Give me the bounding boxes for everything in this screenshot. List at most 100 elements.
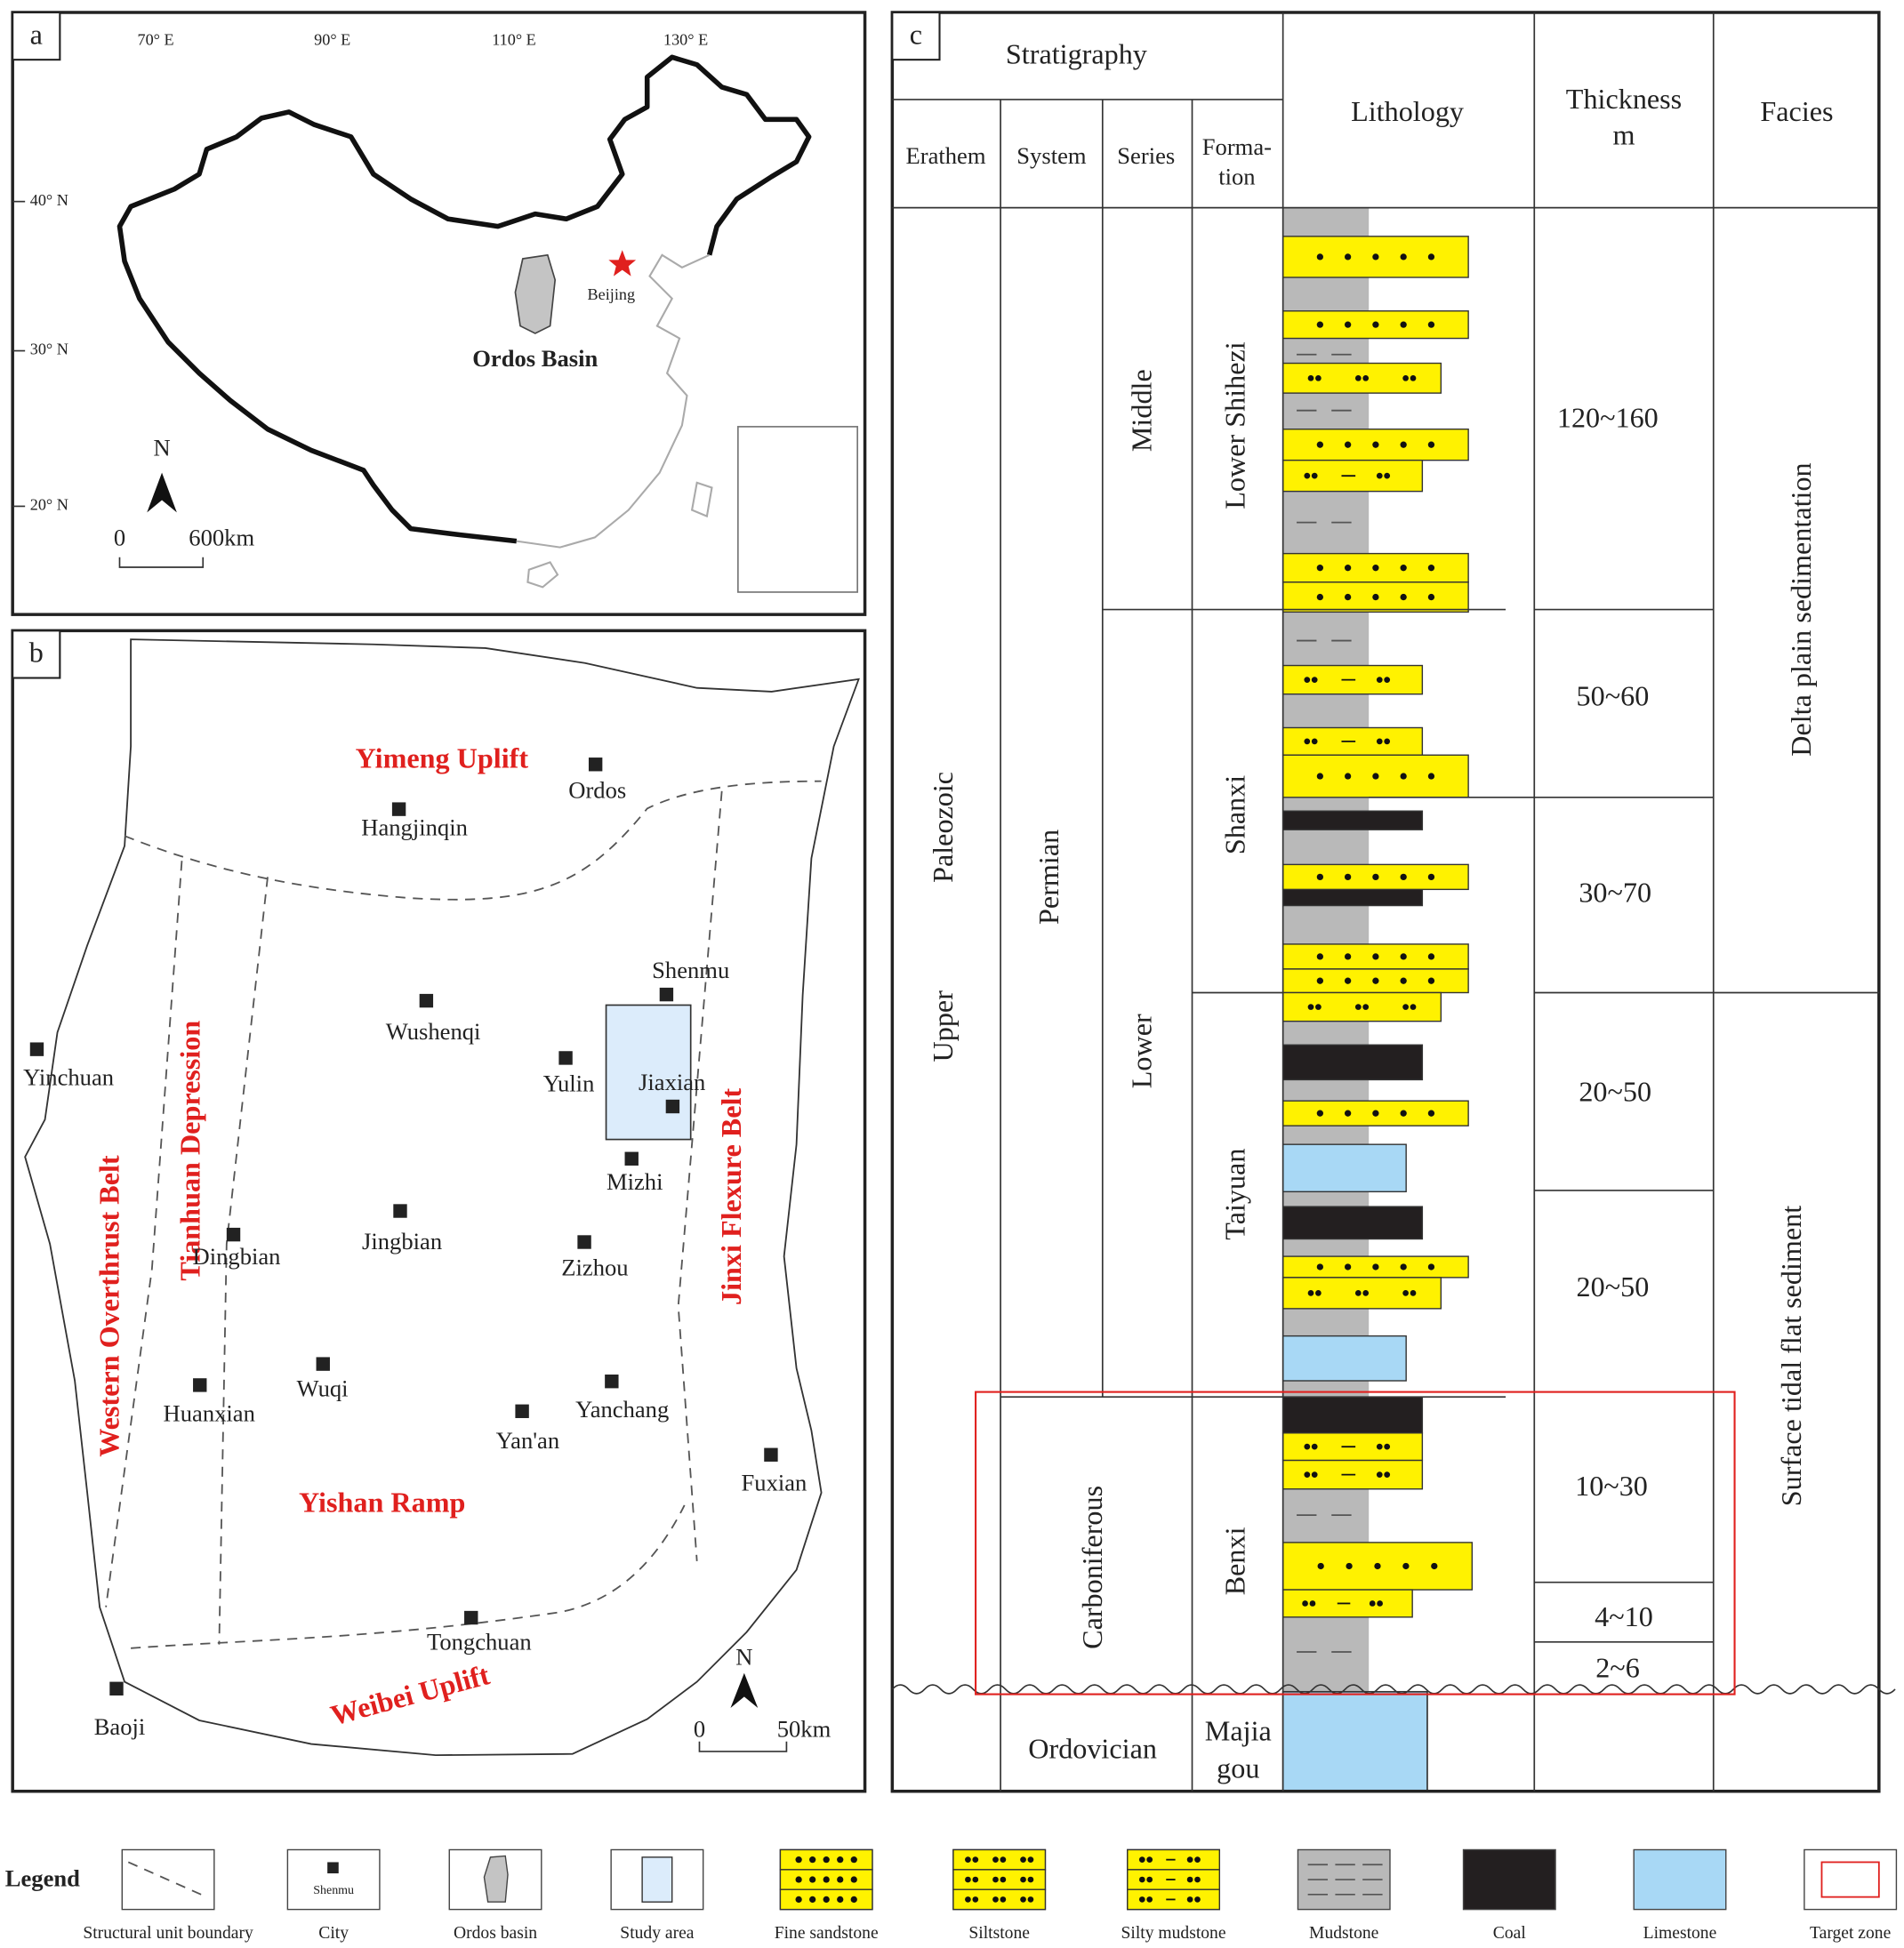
dot bbox=[1000, 1896, 1007, 1903]
dot bbox=[1344, 1263, 1352, 1271]
legend-label: Limestone bbox=[1643, 1924, 1717, 1943]
dot bbox=[1316, 1110, 1323, 1117]
legend-item: Siltstone bbox=[952, 1848, 1047, 1943]
silt bbox=[952, 1888, 1047, 1911]
dot bbox=[1384, 1443, 1391, 1450]
dot bbox=[1344, 873, 1352, 881]
longitude: 130° E bbox=[663, 30, 708, 48]
city-marker bbox=[109, 1681, 124, 1695]
dot bbox=[1400, 565, 1407, 572]
dot bbox=[1372, 565, 1379, 572]
basin-label: Ordos Basin bbox=[472, 345, 598, 372]
thickness: 10~30 bbox=[1575, 1470, 1648, 1502]
unit-boundary bbox=[131, 1504, 686, 1649]
dot bbox=[1315, 374, 1322, 381]
dot bbox=[1307, 1290, 1314, 1296]
dot bbox=[1344, 593, 1352, 601]
thickness: 2~6 bbox=[1595, 1651, 1640, 1683]
panel-label: b bbox=[29, 637, 44, 669]
dot bbox=[795, 1876, 802, 1883]
scale-bar bbox=[698, 1741, 788, 1752]
dot bbox=[1315, 1004, 1322, 1010]
dot bbox=[1400, 593, 1407, 601]
latitude: 20° N bbox=[30, 496, 68, 514]
system: Permian bbox=[1032, 830, 1064, 925]
city-marker bbox=[588, 758, 603, 772]
scale-label: 0 bbox=[694, 1716, 705, 1743]
dot bbox=[1316, 321, 1323, 328]
coal bbox=[1281, 1206, 1424, 1240]
dot bbox=[1427, 565, 1435, 572]
formation: Taiyuan bbox=[1219, 1149, 1251, 1240]
coastline bbox=[516, 253, 711, 549]
header: Series bbox=[1117, 142, 1175, 169]
dot bbox=[992, 1876, 999, 1883]
dot bbox=[1400, 977, 1407, 984]
dot bbox=[1316, 953, 1323, 960]
dot bbox=[1402, 1290, 1409, 1296]
dot bbox=[1427, 773, 1435, 780]
unconformity bbox=[891, 1684, 1896, 1695]
dot bbox=[1194, 1876, 1201, 1883]
dot bbox=[1304, 677, 1311, 683]
series: Middle bbox=[1126, 369, 1158, 452]
dot bbox=[1146, 1876, 1153, 1883]
legend-item: Shenmu City bbox=[286, 1848, 381, 1943]
capital-label: Beijing bbox=[588, 285, 636, 303]
dot bbox=[1372, 773, 1379, 780]
north-label: N bbox=[153, 435, 170, 461]
dot bbox=[1400, 1110, 1407, 1117]
dot bbox=[1344, 565, 1352, 572]
frame bbox=[890, 11, 1881, 1793]
dot bbox=[1311, 1471, 1318, 1478]
dot bbox=[1311, 1443, 1318, 1450]
city-label: Yanchang bbox=[575, 1396, 669, 1423]
dot bbox=[850, 1876, 857, 1883]
unit-label: Jinxi Flexure Belt bbox=[715, 1088, 747, 1305]
dot bbox=[1427, 593, 1435, 601]
city-marker bbox=[624, 1151, 639, 1166]
dot bbox=[1410, 374, 1417, 381]
dot bbox=[1427, 977, 1435, 984]
dot bbox=[1427, 1263, 1435, 1271]
legend-item: Silty mudstone bbox=[1121, 1848, 1226, 1943]
city-marker bbox=[577, 1235, 591, 1249]
north-arrow bbox=[730, 1672, 759, 1708]
city-label: Yan'an bbox=[496, 1427, 560, 1454]
legend-label: Fine sandstone bbox=[775, 1924, 879, 1943]
header: Forma- bbox=[1202, 133, 1272, 160]
dot bbox=[1027, 1896, 1034, 1903]
header: Lithology bbox=[1351, 95, 1464, 127]
dot bbox=[1317, 1562, 1324, 1570]
dot bbox=[1344, 1110, 1352, 1117]
dot bbox=[1377, 1600, 1383, 1607]
dot bbox=[965, 1896, 971, 1903]
lime bbox=[1281, 1143, 1407, 1193]
dot bbox=[837, 1876, 844, 1883]
dot bbox=[1316, 593, 1323, 601]
unit-boundary bbox=[677, 790, 723, 1561]
dot bbox=[1311, 738, 1318, 745]
basin-outline bbox=[24, 638, 860, 1757]
dot bbox=[1384, 1471, 1391, 1478]
legend-item: Study area bbox=[610, 1848, 704, 1943]
system: Ordovician bbox=[1028, 1732, 1157, 1764]
dot bbox=[1427, 321, 1435, 328]
dot bbox=[1311, 472, 1318, 479]
dot bbox=[1400, 441, 1407, 448]
legend-title: Legend bbox=[5, 1865, 80, 1892]
dot bbox=[1372, 593, 1379, 601]
dot bbox=[1372, 873, 1379, 881]
formation: Lower Shihezi bbox=[1219, 341, 1251, 509]
legend-label: Coal bbox=[1493, 1924, 1527, 1943]
capital-star bbox=[608, 250, 637, 277]
dot bbox=[1344, 441, 1352, 448]
dot bbox=[1304, 738, 1311, 745]
city-label: Wuqi bbox=[297, 1375, 349, 1401]
panel-label: c bbox=[910, 18, 922, 50]
dot bbox=[1316, 773, 1323, 780]
dot bbox=[1146, 1856, 1153, 1864]
dot bbox=[1316, 977, 1323, 984]
dot bbox=[1316, 873, 1323, 881]
